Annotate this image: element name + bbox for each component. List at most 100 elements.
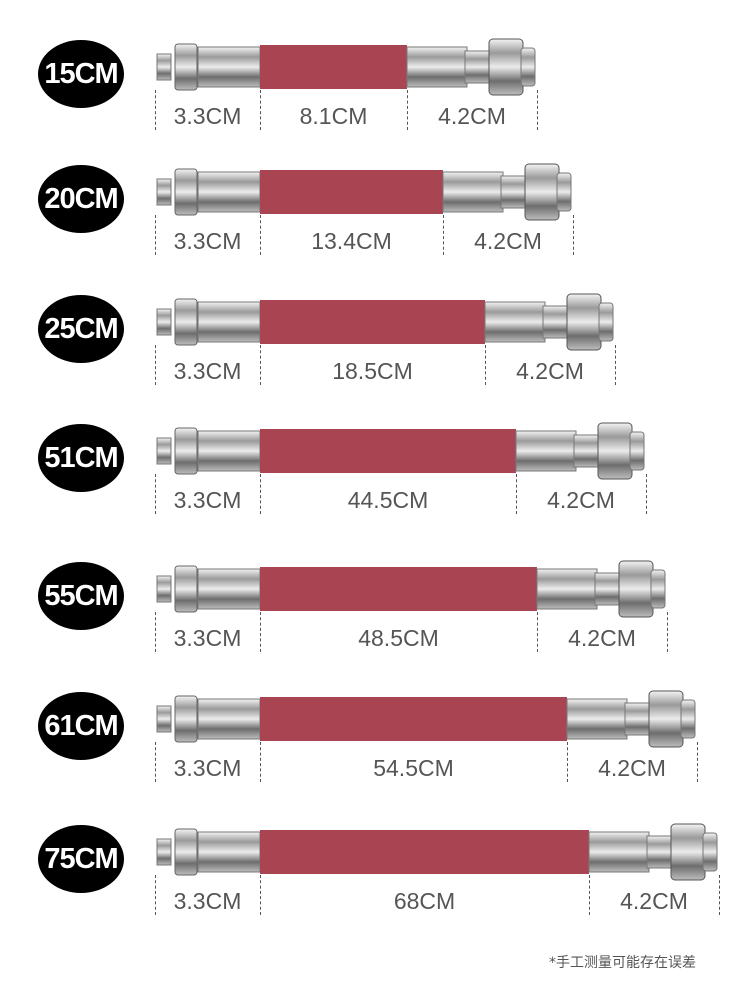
knurled-nut-icon <box>566 293 602 351</box>
size-badge: 51CM <box>38 424 124 492</box>
segment-length-label: 3.3CM <box>173 227 242 254</box>
size-badge: 61CM <box>38 692 124 760</box>
hose-body <box>260 697 567 741</box>
segment-length-label: 4.2CM <box>568 624 636 651</box>
fitting-neck <box>500 175 526 209</box>
left-fitting-sleeve <box>197 171 261 213</box>
fitting-neck <box>646 835 672 869</box>
dimension-divider <box>589 875 590 915</box>
hose-row: 20CM 3.3CM 13.4CM 4.2CM <box>0 163 750 283</box>
hex-nut-icon <box>174 298 198 346</box>
fitting-neck <box>542 305 568 339</box>
hex-nut-icon <box>174 427 198 475</box>
hose-illustration <box>156 163 572 221</box>
segment-length-label: 3.3CM <box>173 486 242 513</box>
dimension-divider <box>667 612 668 652</box>
hose-illustration <box>156 38 536 96</box>
thread-icon <box>156 178 172 206</box>
segment-length-label: 13.4CM <box>311 227 392 254</box>
fitting-neck <box>573 434 599 468</box>
dimension-divider <box>260 742 261 782</box>
segment-length-label: 3.3CM <box>173 887 242 914</box>
thread-icon <box>156 437 172 465</box>
left-fitting-sleeve <box>197 301 261 343</box>
dimension-divider <box>155 875 156 915</box>
thread-icon <box>156 838 172 866</box>
hose-illustration <box>156 422 645 480</box>
thread-icon <box>156 575 172 603</box>
knurled-nut-icon <box>524 163 560 221</box>
segment-length-label: 48.5CM <box>358 624 439 651</box>
right-fitting-sleeve <box>536 568 598 610</box>
hex-nut-icon <box>174 565 198 613</box>
segment-length-label: 4.2CM <box>474 227 542 254</box>
hex-nut-icon <box>174 828 198 876</box>
segment-length-label: 44.5CM <box>347 486 429 513</box>
nut-cap <box>520 47 536 87</box>
hose-row: 25CM 3.3CM 18.5CM 4.2CM <box>0 293 750 413</box>
hex-nut-icon <box>174 168 198 216</box>
size-badge: 20CM <box>38 165 124 233</box>
segment-length-label: 3.3CM <box>173 102 242 129</box>
dimension-divider <box>155 215 156 255</box>
knurled-nut-icon <box>618 560 654 618</box>
segment-length-label: 18.5CM <box>332 357 413 384</box>
left-fitting-sleeve <box>197 698 261 740</box>
knurled-nut-icon <box>670 823 706 881</box>
hose-row: 51CM 3.3CM 44.5CM 4.2CM <box>0 422 750 542</box>
segment-length-label: 68CM <box>393 887 456 914</box>
hex-nut-icon <box>174 43 198 91</box>
segment-length-label: 4.2CM <box>598 754 666 781</box>
hose-body <box>260 45 407 89</box>
nut-cap <box>680 699 696 739</box>
right-fitting-sleeve <box>484 301 546 343</box>
hose-illustration <box>156 560 666 618</box>
thread-icon <box>156 308 172 336</box>
dimension-divider <box>646 474 647 514</box>
hose-illustration <box>156 690 696 748</box>
segment-length-label: 54.5CM <box>373 754 454 781</box>
dimension-divider <box>260 474 261 514</box>
nut-cap <box>629 431 645 471</box>
dimension-divider <box>537 612 538 652</box>
dimension-divider <box>155 612 156 652</box>
fitting-neck <box>464 50 490 84</box>
dimension-divider <box>260 345 261 385</box>
dimension-divider <box>260 612 261 652</box>
hose-body <box>260 830 589 874</box>
dimension-divider <box>260 215 261 255</box>
hose-body <box>260 300 485 344</box>
hose-row: 15CM 3.3CM 8.1CM 4.2CM <box>0 38 750 158</box>
dimension-divider <box>719 875 720 915</box>
dimension-divider <box>443 215 444 255</box>
measurement-footnote: *手工测量可能存在误差 <box>549 955 696 971</box>
dimension-divider <box>537 90 538 130</box>
dimension-divider <box>155 474 156 514</box>
hose-row: 55CM 3.3CM 48.5CM 4.2CM <box>0 560 750 680</box>
hex-nut-icon <box>174 695 198 743</box>
thread-icon <box>156 53 172 81</box>
fitting-neck <box>624 702 650 736</box>
right-fitting-sleeve <box>515 430 577 472</box>
dimension-divider <box>155 345 156 385</box>
size-badge: 75CM <box>38 825 124 893</box>
left-fitting-sleeve <box>197 46 261 88</box>
size-badge: 25CM <box>38 295 124 363</box>
right-fitting-sleeve <box>566 698 628 740</box>
size-badge: 15CM <box>38 40 124 108</box>
nut-cap <box>598 302 614 342</box>
dimension-divider <box>260 875 261 915</box>
segment-length-label: 8.1CM <box>299 102 368 129</box>
left-fitting-sleeve <box>197 430 261 472</box>
segment-length-label: 3.3CM <box>173 357 242 384</box>
fitting-neck <box>594 572 620 606</box>
hose-illustration <box>156 293 614 351</box>
dimension-divider <box>615 345 616 385</box>
size-badge: 55CM <box>38 562 124 630</box>
knurled-nut-icon <box>488 38 524 96</box>
dimension-divider <box>697 742 698 782</box>
nut-cap <box>702 832 718 872</box>
dimension-divider <box>155 90 156 130</box>
segment-length-label: 4.2CM <box>516 357 584 384</box>
dimension-divider <box>573 215 574 255</box>
